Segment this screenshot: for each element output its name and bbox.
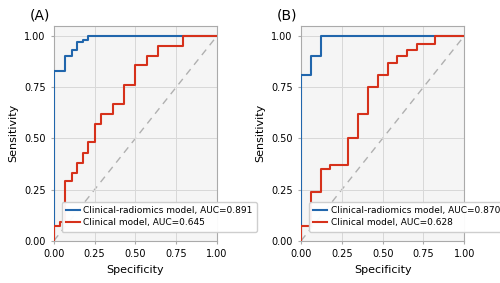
Legend: Clinical-radiomics model, AUC=0.891, Clinical model, AUC=0.645: Clinical-radiomics model, AUC=0.891, Cli… [62,202,257,232]
Text: (A): (A) [30,8,50,23]
Y-axis label: Sensitivity: Sensitivity [256,104,266,162]
X-axis label: Specificity: Specificity [354,265,412,275]
Y-axis label: Sensitivity: Sensitivity [8,104,18,162]
Legend: Clinical-radiomics model, AUC=0.870, Clinical model, AUC=0.628: Clinical-radiomics model, AUC=0.870, Cli… [309,202,500,232]
Text: (B): (B) [276,8,297,23]
X-axis label: Specificity: Specificity [106,265,164,275]
